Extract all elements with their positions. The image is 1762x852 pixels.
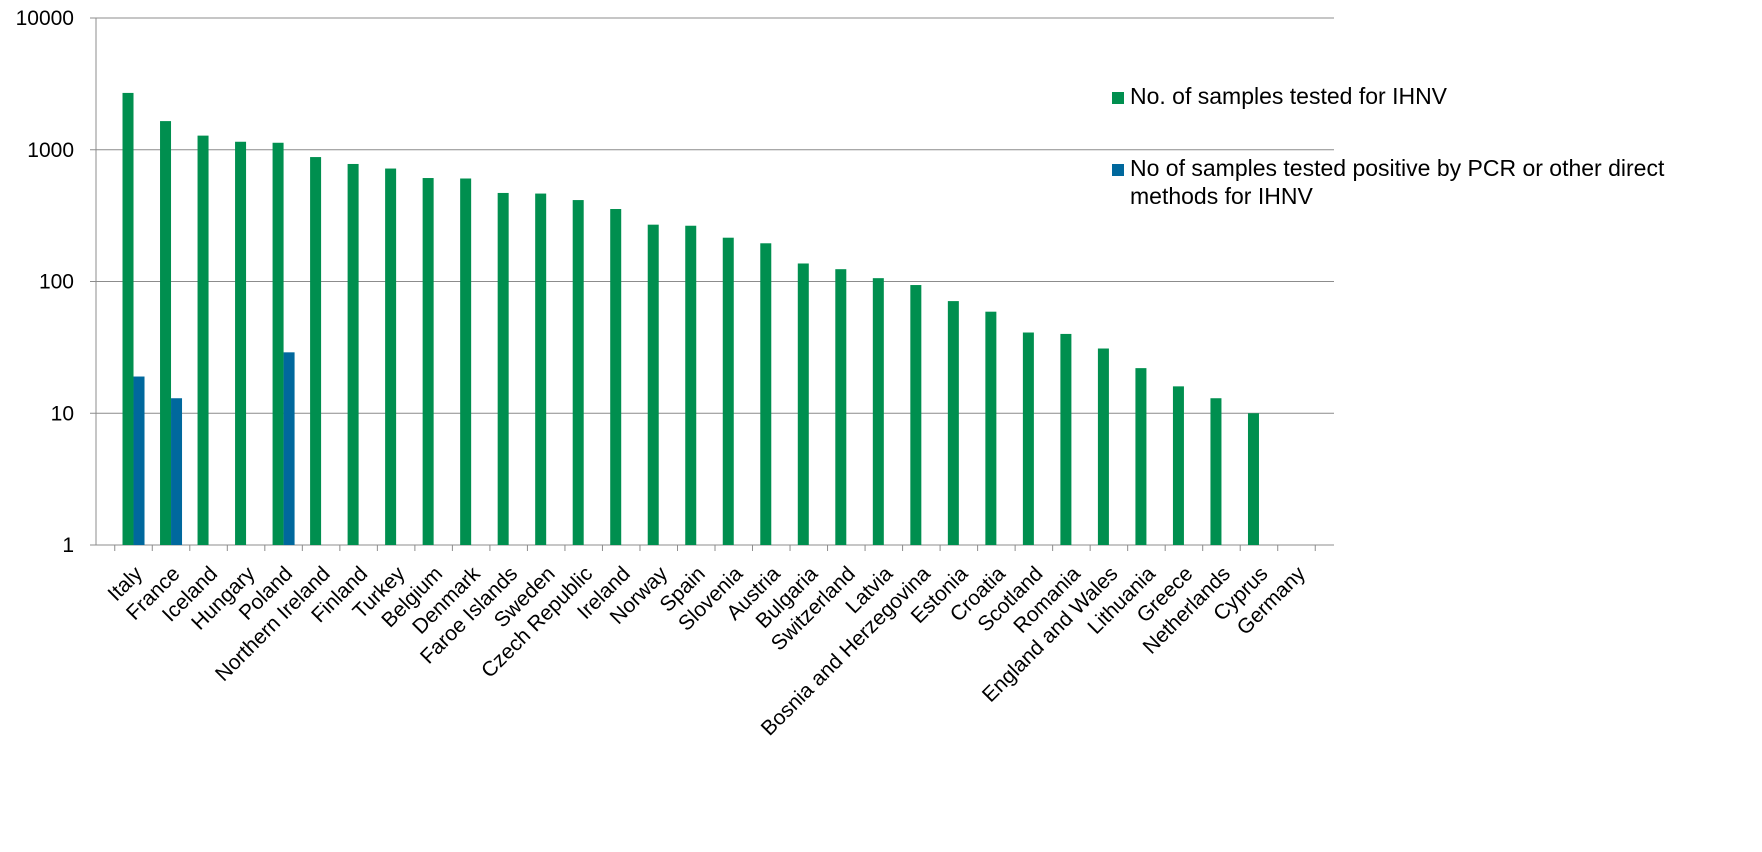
bar-tested bbox=[160, 121, 172, 545]
bar-tested bbox=[122, 92, 134, 546]
y-tick-label: 1000 bbox=[27, 139, 74, 162]
bar-tested bbox=[985, 311, 997, 545]
bar-tested bbox=[272, 142, 284, 546]
bar-tested bbox=[872, 278, 884, 545]
bar-tested bbox=[1097, 348, 1109, 545]
bar-positive bbox=[171, 398, 183, 545]
y-tick-label: 10000 bbox=[16, 7, 74, 30]
bar-tested bbox=[610, 209, 622, 545]
bar-tested bbox=[460, 178, 472, 545]
bar-tested bbox=[1060, 333, 1072, 545]
bar-tested bbox=[197, 135, 209, 545]
bar-tested bbox=[760, 243, 772, 545]
legend-label-positive: No of samples tested positive by PCR or … bbox=[1130, 155, 1665, 209]
bar-tested bbox=[1022, 332, 1034, 545]
bar-tested bbox=[797, 263, 809, 545]
x-axis-ticks: ItalyFranceIcelandHungaryPolandNorthern … bbox=[104, 545, 1316, 740]
gridlines bbox=[96, 17, 1334, 414]
bar-tested bbox=[647, 224, 659, 545]
bar-tested bbox=[235, 141, 247, 546]
legend-item-tested: No. of samples tested for IHNV bbox=[1112, 82, 1752, 110]
legend: No. of samples tested for IHNV No of sam… bbox=[1112, 82, 1752, 254]
bar-positive bbox=[283, 352, 295, 545]
bars bbox=[122, 92, 1259, 546]
bar-tested bbox=[685, 225, 697, 545]
bar-tested bbox=[947, 301, 959, 545]
bar-tested bbox=[835, 269, 847, 545]
bar-tested bbox=[1135, 368, 1147, 545]
bar-tested bbox=[347, 163, 359, 545]
bar-tested bbox=[722, 237, 734, 545]
y-axis-ticks: 1 10 100 1000 10000 bbox=[16, 7, 96, 557]
y-tick-label: 100 bbox=[39, 271, 74, 294]
bar-tested bbox=[422, 178, 434, 546]
y-tick-label: 10 bbox=[51, 402, 74, 425]
bar-tested bbox=[385, 168, 397, 545]
bar-tested bbox=[1172, 386, 1184, 545]
bar-tested bbox=[572, 200, 584, 546]
bar-tested bbox=[310, 157, 322, 546]
legend-item-positive: No of samples tested positive by PCR or … bbox=[1112, 154, 1752, 210]
legend-swatch-tested bbox=[1112, 92, 1124, 104]
bar-tested bbox=[910, 285, 922, 545]
bar-tested bbox=[1247, 413, 1259, 545]
bar-tested bbox=[497, 192, 509, 545]
bar-tested bbox=[1210, 398, 1222, 545]
legend-swatch-positive bbox=[1112, 164, 1124, 176]
bar-tested bbox=[535, 193, 547, 545]
legend-label-tested: No. of samples tested for IHNV bbox=[1130, 83, 1448, 109]
y-tick-label: 1 bbox=[62, 534, 74, 557]
bar-positive bbox=[133, 376, 145, 545]
